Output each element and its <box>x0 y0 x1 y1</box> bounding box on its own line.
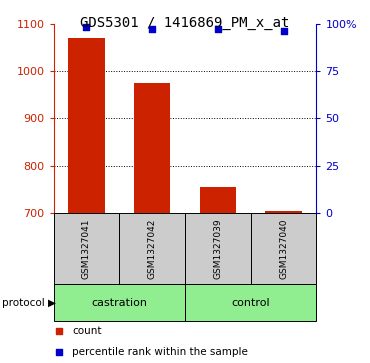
Text: protocol ▶: protocol ▶ <box>2 298 56 307</box>
Bar <box>185 213 251 284</box>
Text: GSM1327040: GSM1327040 <box>279 218 288 278</box>
Bar <box>265 211 302 213</box>
Text: control: control <box>231 298 270 307</box>
Text: percentile rank within the sample: percentile rank within the sample <box>72 347 248 357</box>
Bar <box>185 284 316 322</box>
Text: count: count <box>72 326 101 336</box>
Text: GSM1327039: GSM1327039 <box>213 218 222 279</box>
Point <box>149 26 155 32</box>
Point <box>56 328 62 334</box>
Bar <box>251 213 316 284</box>
Bar <box>134 83 170 213</box>
Text: castration: castration <box>91 298 147 307</box>
Point <box>215 26 221 32</box>
Point <box>56 349 62 355</box>
Text: GDS5301 / 1416869_PM_x_at: GDS5301 / 1416869_PM_x_at <box>80 16 290 30</box>
Bar <box>68 38 105 213</box>
Point <box>280 28 286 34</box>
Point <box>84 24 90 30</box>
Bar <box>200 187 236 213</box>
Bar <box>54 213 119 284</box>
Text: GSM1327041: GSM1327041 <box>82 218 91 278</box>
Bar <box>54 284 185 322</box>
Bar <box>119 213 185 284</box>
Text: GSM1327042: GSM1327042 <box>148 218 157 278</box>
